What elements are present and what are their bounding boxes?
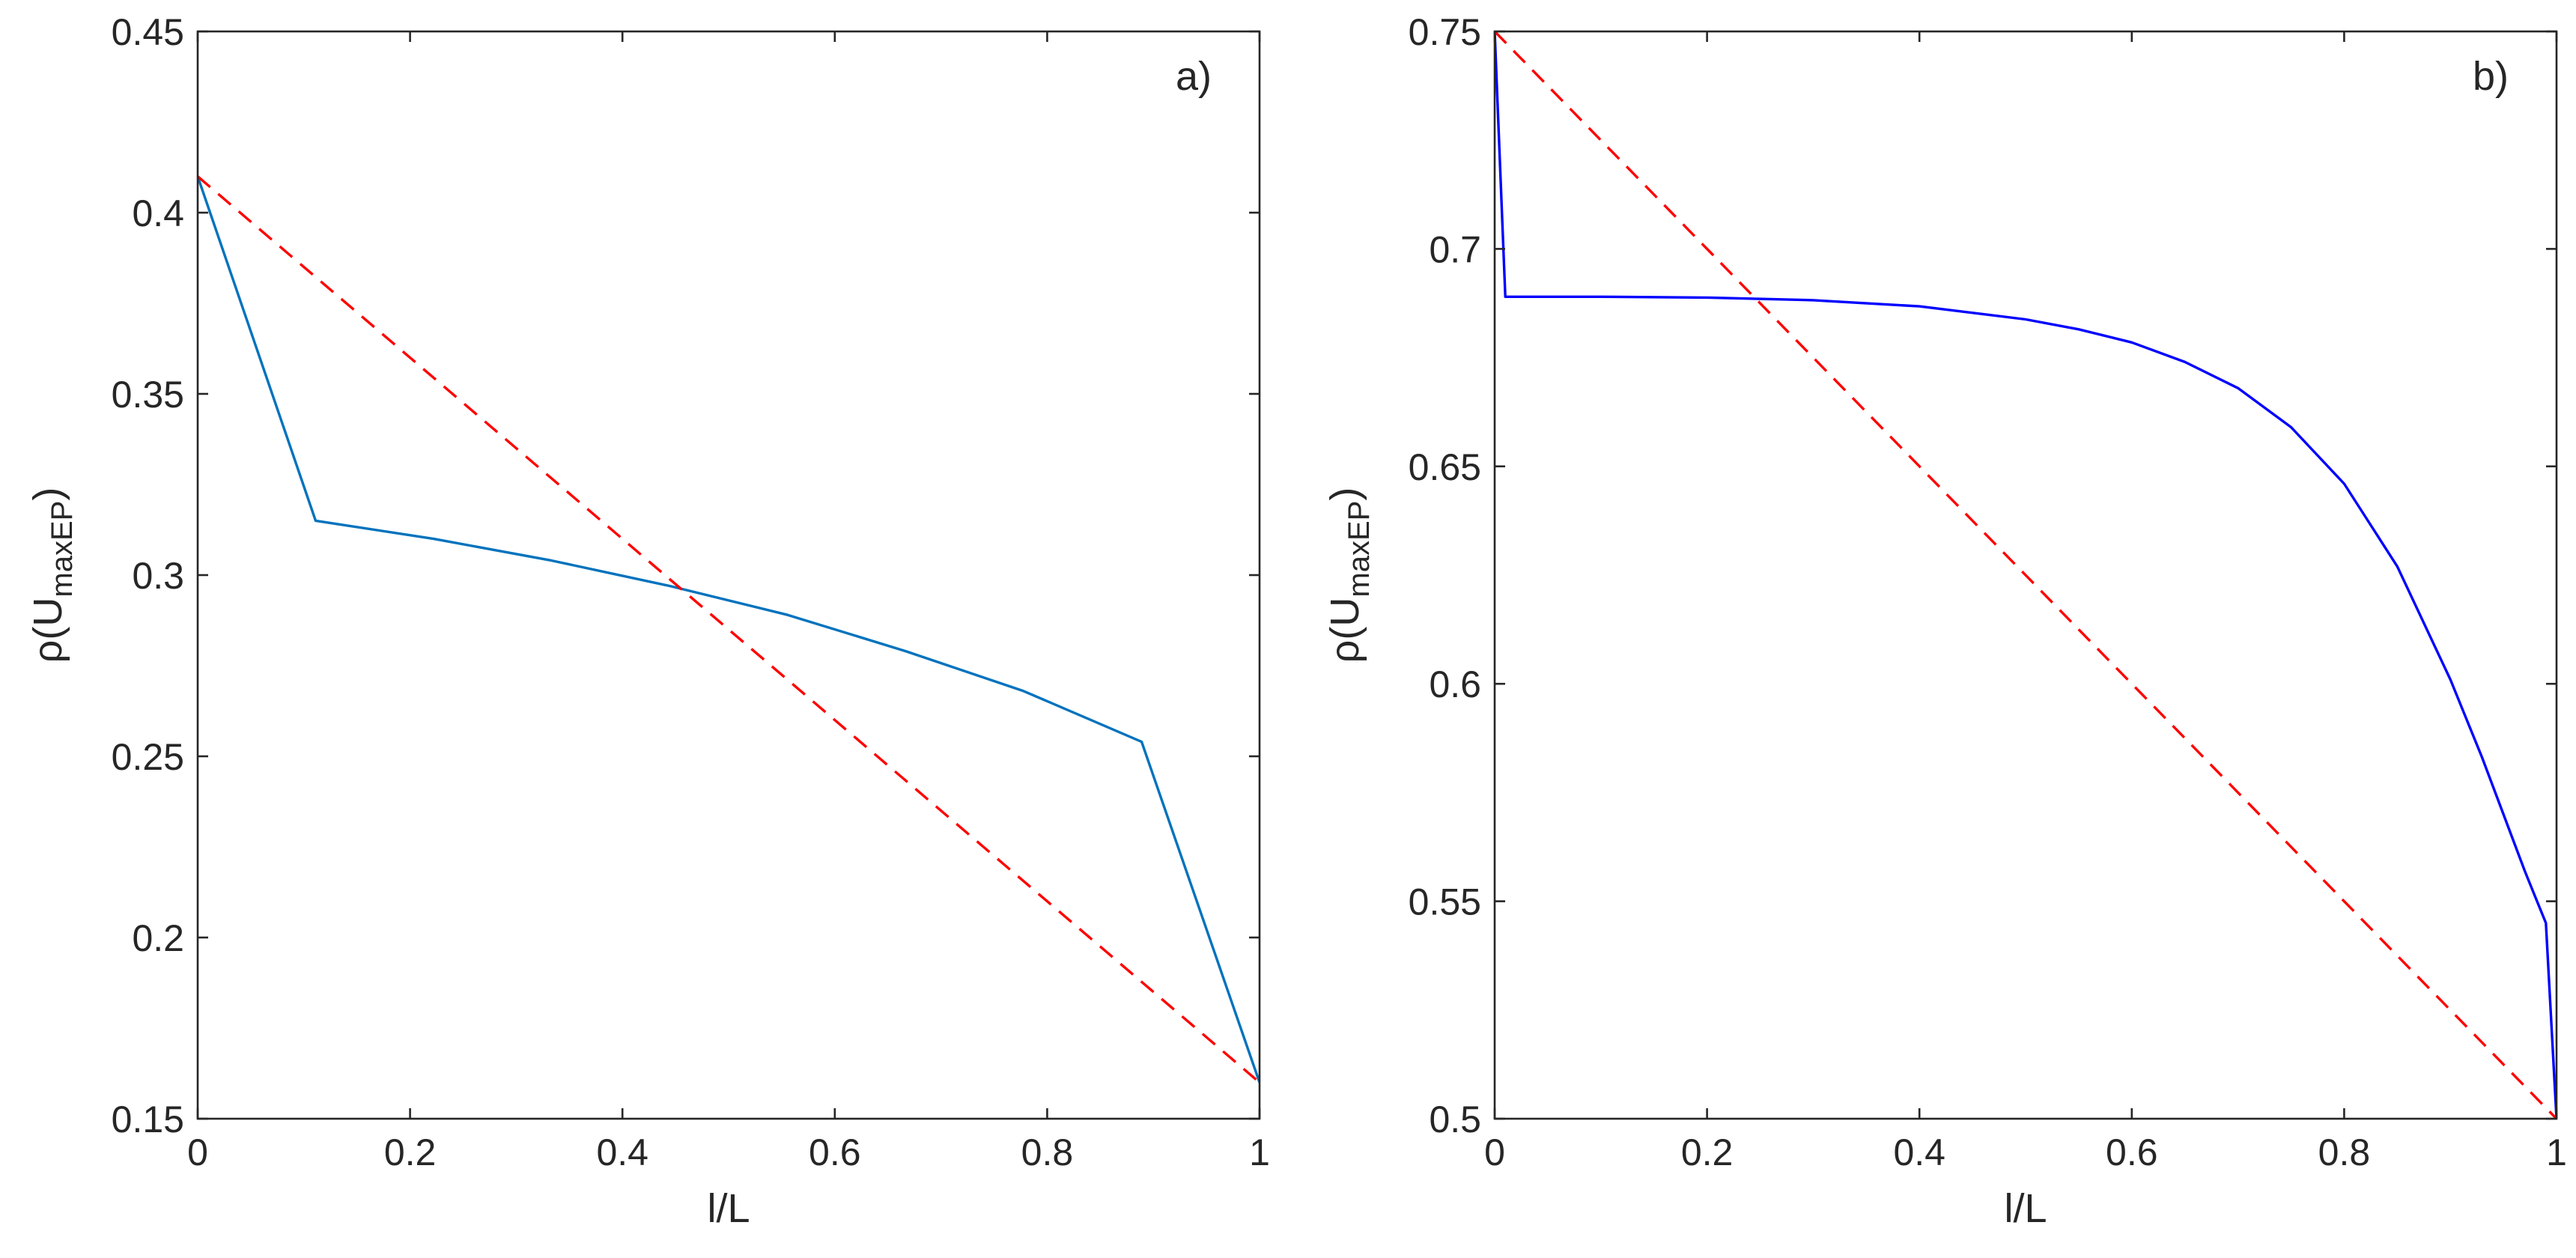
x-tick-label: 0.2 [384,1131,437,1173]
y-tick-label: 0.45 [112,11,184,53]
x-tick-label: 0.8 [2318,1131,2371,1173]
series-line-linear-reference [1495,31,2557,1119]
y-axis-label-base: ρ(U [25,598,70,663]
x-tick-label: 1 [2546,1131,2567,1173]
series-line-profile [198,176,1260,1084]
chart-panel-b: 0 0.2 0.4 0.6 0.8 1 0.5 0.55 0.6 0.65 0.7 0.75 b) l… [1322,11,2567,1231]
series-line-profile [1495,31,2557,1119]
y-tick-label: 0.75 [1409,11,1481,53]
x-tick-label: 0.6 [809,1131,861,1173]
y-tick-label: 0.25 [112,736,184,778]
x-tick-label: 0.4 [1893,1131,1945,1173]
x-tick-label: 0.2 [1681,1131,1734,1173]
panel-label: a) [1176,54,1212,99]
series-line-linear-reference [198,175,1260,1084]
ticks-layer: 0 0.2 0.4 0.6 0.8 1 0.5 0.55 0.6 0.65 0.7 0.75 [1409,11,2567,1173]
y-axis-label-close: ) [25,487,70,501]
y-tick-label: 0.3 [132,555,184,597]
y-tick-label: 0.7 [1429,228,1481,270]
x-tick-label: 0.8 [1021,1131,1074,1173]
y-tick-label: 0.4 [132,192,184,234]
x-tick-label: 0.4 [596,1131,648,1173]
x-axis-label: l/L [2004,1186,2047,1231]
x-axis-label: l/L [707,1186,750,1231]
y-axis-label-base: ρ(U [1322,598,1367,663]
x-tick-label: 0 [1484,1131,1505,1173]
plot-frame [1493,30,2558,1120]
y-tick-label: 0.5 [1429,1099,1481,1140]
y-tick-label: 0.6 [1429,663,1481,705]
series-layer [198,175,1260,1084]
y-axis-label-subscript: maxEP [1343,501,1376,598]
chart-panel-a: 0 0.2 0.4 0.6 0.8 10.150.20.250.30.350.40.45 … [25,11,1270,1231]
y-axis-label: ρ(UmaxEP) [1322,487,1376,663]
series-layer [1495,31,2557,1119]
ticks-layer: 0 0.2 0.4 0.6 0.8 1 0.15 0.2 0.25 0.3 0.35 0.4 0.45 [112,11,1270,1173]
y-tick-label: 0.55 [1409,881,1481,923]
panel-label: b) [2473,54,2509,99]
x-tick-label: 1 [1249,1131,1270,1173]
y-tick-label: 0.2 [132,917,184,959]
y-tick-label: 0.15 [112,1099,184,1140]
y-axis-label-close: ) [1322,487,1367,501]
y-tick-label: 0.65 [1409,446,1481,488]
y-axis-label-subscript: maxEP [46,501,79,598]
x-tick-label: 0.6 [2106,1131,2158,1173]
y-axis-label: ρ(UmaxEP) [25,487,79,663]
x-tick-label: 0 [187,1131,208,1173]
y-tick-label: 0.35 [112,374,184,416]
